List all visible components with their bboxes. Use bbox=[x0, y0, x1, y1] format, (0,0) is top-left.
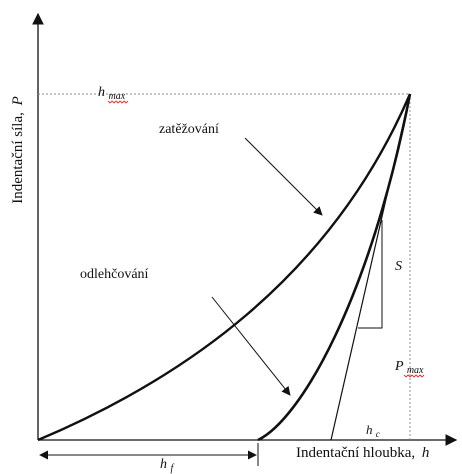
unloading-curve bbox=[257, 93, 412, 442]
hmax-label: h max bbox=[98, 85, 126, 102]
y-axis-label-text: Indentační síla, bbox=[10, 112, 26, 204]
y-axis-symbol: P bbox=[10, 96, 26, 106]
stiffness-label: S bbox=[395, 259, 402, 274]
x-axis-label: Indentační hloubka, h bbox=[296, 445, 429, 461]
unloading-label: odlehčování bbox=[80, 267, 149, 282]
loading-curve bbox=[37, 93, 412, 442]
stiffness-tangent-line bbox=[330, 93, 411, 441]
pmax-sub: max bbox=[407, 365, 424, 376]
hf-sub: f bbox=[171, 463, 175, 474]
y-axis-label: Indentační síla, P bbox=[10, 96, 26, 204]
loading-arrow bbox=[244, 137, 323, 216]
loading-label: zatěžování bbox=[159, 122, 219, 137]
unloading-arrow bbox=[211, 296, 291, 396]
hc-main: h bbox=[366, 422, 373, 437]
hf-main: h bbox=[160, 457, 167, 472]
hmax-sub: max bbox=[109, 91, 126, 102]
pmax-main: P bbox=[394, 359, 404, 374]
x-axis-label-text: Indentační hloubka, bbox=[296, 445, 415, 461]
hmax-spellcheck-underline bbox=[107, 100, 129, 104]
hf-label: h f bbox=[160, 457, 175, 474]
pmax-spellcheck-underline bbox=[403, 374, 425, 378]
stiffness-triangle bbox=[358, 220, 383, 329]
pmax-label: P max bbox=[394, 359, 424, 376]
hc-label: h c bbox=[366, 422, 380, 439]
hc-sub: c bbox=[376, 429, 380, 439]
x-axis-symbol: h bbox=[422, 445, 430, 461]
hmax-main: h bbox=[98, 85, 105, 100]
